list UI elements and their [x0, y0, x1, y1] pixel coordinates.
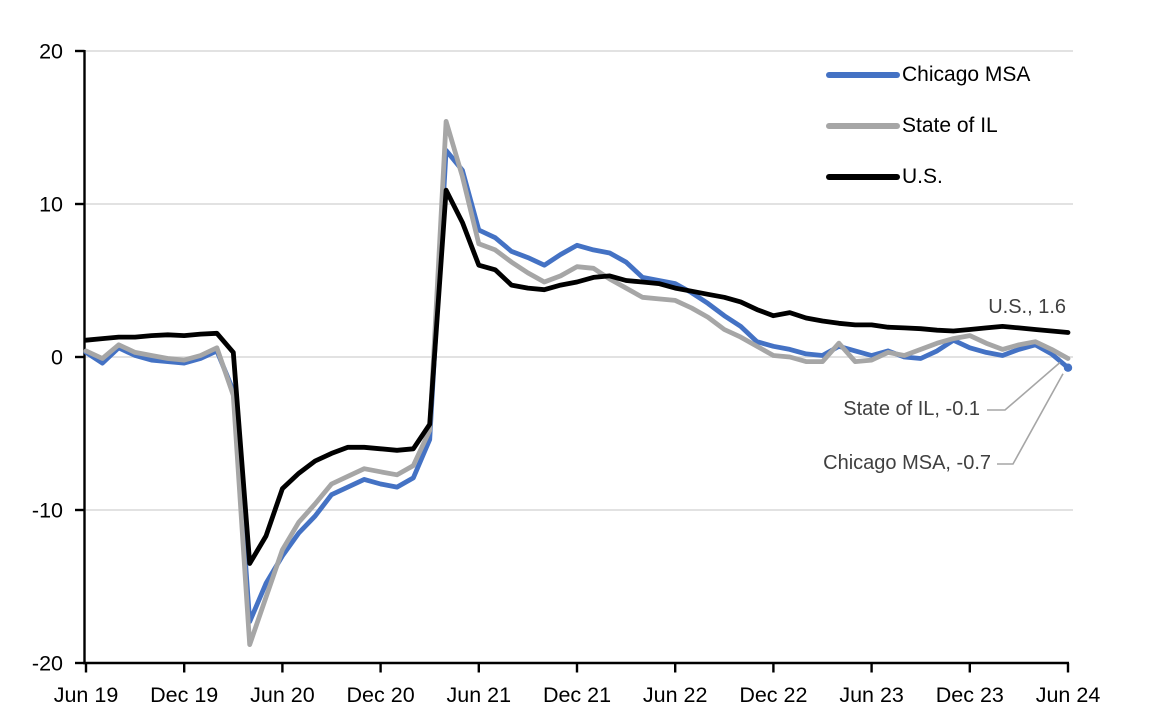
x-tick-label-7: Dec 22 — [739, 683, 807, 707]
y-tick-label-10: 10 — [39, 193, 63, 217]
legend-label-chicago-msa: Chicago MSA — [902, 63, 1031, 86]
x-tick-label-0: Jun 19 — [54, 683, 119, 707]
us-line-swatch — [826, 174, 900, 180]
legend-item-state-of-il: State of IL — [826, 113, 1030, 139]
x-tick-label-2: Jun 20 — [250, 683, 315, 707]
series-line-chicago-msa — [83, 147, 1071, 625]
y-tick-label-20: 20 — [39, 40, 63, 64]
chicago-msa-line-swatch — [826, 72, 900, 78]
y-tick-label--20: -20 — [32, 652, 63, 676]
legend-label-state-of-il: State of IL — [902, 114, 998, 137]
legend-item-us: U.S. — [826, 164, 1030, 190]
legend-item-chicago-msa: Chicago MSA — [826, 62, 1030, 88]
series-line-state-of-il — [83, 119, 1071, 647]
end-label-us: U.S., 1.6 — [988, 296, 1066, 318]
x-tick-label-4: Jun 21 — [447, 683, 512, 707]
leader-line-chicago-msa — [997, 373, 1064, 465]
state-of-il-line-swatch — [826, 123, 900, 129]
legend-label-us: U.S. — [902, 165, 943, 188]
x-tick-label-9: Dec 23 — [936, 683, 1004, 707]
legend: Chicago MSA State of IL U.S. — [826, 62, 1030, 215]
end-label-chicago-msa: Chicago MSA, -0.7 — [823, 452, 991, 474]
series-line-u-s- — [83, 187, 1071, 566]
x-tick-label-3: Dec 20 — [347, 683, 415, 707]
x-tick-label-5: Dec 21 — [543, 683, 611, 707]
leader-line-state-of-il — [987, 361, 1061, 411]
x-tick-label-8: Jun 23 — [839, 683, 904, 707]
x-tick-label-6: Jun 22 — [643, 683, 708, 707]
x-tick-label-1: Dec 19 — [150, 683, 218, 707]
y-tick-label--10: -10 — [32, 499, 63, 523]
y-tick-label-0: 0 — [51, 346, 63, 370]
end-label-state-of-il: State of IL, -0.1 — [843, 398, 980, 420]
end-point-marker-chicago-msa — [1063, 363, 1073, 372]
x-tick-label-10: Jun 24 — [1036, 683, 1101, 707]
